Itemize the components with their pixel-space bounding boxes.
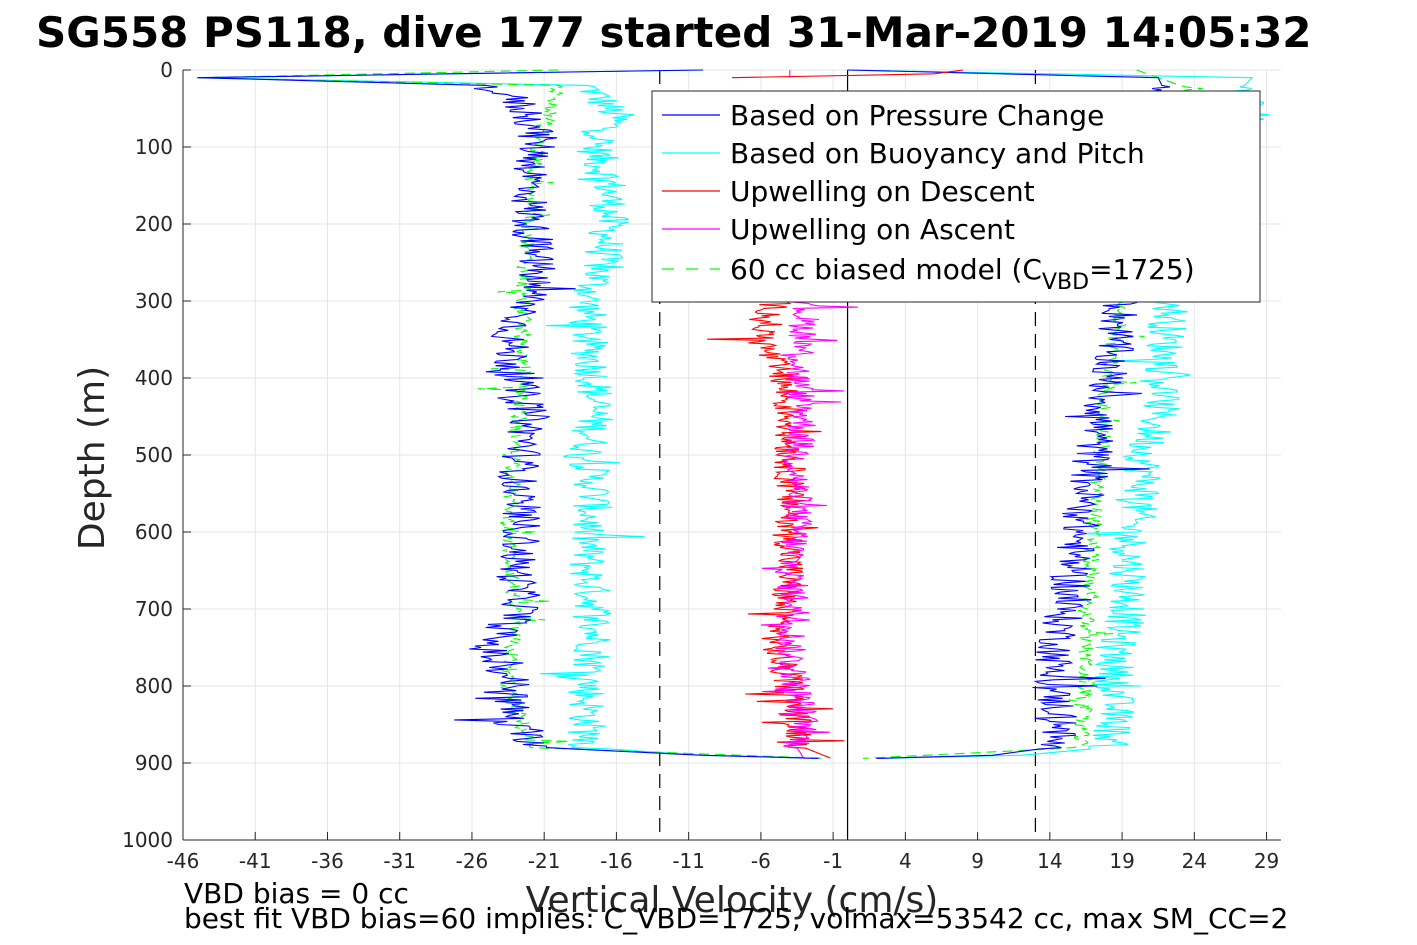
y-tick-label: 100 <box>135 135 173 159</box>
legend-items: Based on Pressure Change Based on Buoyanc… <box>662 99 1195 295</box>
series-line-pressure-change <box>197 69 819 759</box>
x-tick-label: 14 <box>1037 849 1062 873</box>
x-tick-label: 29 <box>1254 849 1279 873</box>
footer-line-1: VBD bias = 0 cc <box>184 877 409 910</box>
y-tick-label: 800 <box>135 674 173 698</box>
y-ticks: 0 100 200 300 400 500 600 700 800 900 1000 <box>122 58 191 852</box>
y-tick-label: 200 <box>135 212 173 236</box>
x-axis-label: Vertical Velocity (cm/s) <box>526 880 939 921</box>
x-tick-label: -36 <box>311 849 344 873</box>
chart-title: SG558 PS118, dive 177 started 31-Mar-201… <box>36 8 1312 57</box>
y-tick-label: 300 <box>135 289 173 313</box>
x-tick-label: 4 <box>899 849 912 873</box>
x-tick-label: -26 <box>456 849 489 873</box>
y-tick-label: 900 <box>135 751 173 775</box>
legend-label: Based on Pressure Change <box>730 99 1104 132</box>
legend-label: Based on Buoyancy and Pitch <box>730 137 1145 170</box>
x-tick-label: 24 <box>1182 849 1207 873</box>
x-tick-label: 9 <box>971 849 984 873</box>
x-tick-label: 19 <box>1109 849 1134 873</box>
legend-label: 60 cc biased model (CVBD=1725) <box>730 253 1195 295</box>
y-axis-label: Depth (m) <box>72 366 113 550</box>
x-tick-label: -1 <box>823 849 843 873</box>
y-tick-label: 1000 <box>122 828 173 852</box>
series-line-buoyancy-pitch <box>197 69 819 759</box>
legend-box <box>651 90 1261 303</box>
series-line-upwelling-descent <box>731 69 964 79</box>
x-tick-label: -31 <box>383 849 416 873</box>
legend: Based on Pressure Change Based on Buoyanc… <box>651 90 1261 303</box>
legend-label: Upwelling on Descent <box>730 175 1035 208</box>
y-tick-label: 700 <box>135 597 173 621</box>
series-line-upwelling-ascent <box>760 300 858 759</box>
x-tick-label: -11 <box>672 849 705 873</box>
series-line-biased-model <box>197 69 827 759</box>
footer-line-2: best fit VBD bias=60 implies: C_VBD=1725… <box>184 902 1288 935</box>
y-tick-label: 400 <box>135 366 173 390</box>
x-tick-label: -16 <box>600 849 633 873</box>
legend-label: Upwelling on Ascent <box>730 213 1015 246</box>
x-tick-label: -41 <box>239 849 272 873</box>
y-tick-label: 500 <box>135 443 173 467</box>
x-tick-label: -46 <box>167 849 200 873</box>
y-tick-label: 0 <box>160 58 173 82</box>
y-tick-label: 600 <box>135 520 173 544</box>
x-tick-label: -6 <box>751 849 771 873</box>
x-ticks: -46 -41 -36 -31 -26 -21 -16 -11 -6 -1 4 9 14 19 24 29 <box>167 832 1279 873</box>
x-tick-label: -21 <box>528 849 561 873</box>
